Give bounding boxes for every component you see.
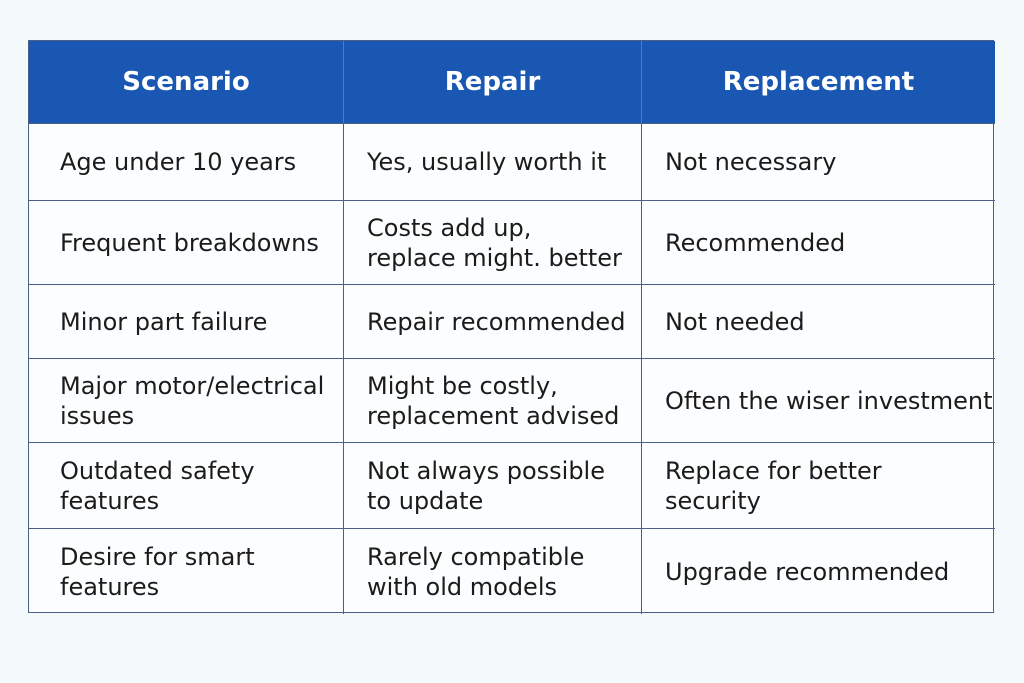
table-cell: Repair recommended (344, 284, 642, 358)
cell-text: Not always possible (367, 456, 605, 485)
cell-text: Not needed (665, 307, 805, 336)
table-cell: Upgrade recommended (642, 528, 995, 614)
cell-text: replacement advised (367, 401, 620, 430)
cell-text: Frequent breakdowns (60, 228, 319, 257)
header-cell: Scenario (29, 41, 344, 123)
table-cell: Major motor/electrical issues (29, 358, 344, 442)
table-cell: Often the wiser investment (642, 358, 995, 442)
table-cell: Age under 10 years (29, 123, 344, 200)
table-cell: Costs add up, replace might. better (344, 200, 642, 284)
table-cell: Yes, usually worth it (344, 123, 642, 200)
cell-text: Rarely compatible (367, 542, 585, 571)
cell-text: Recommended (665, 228, 846, 257)
cell-text: replace might. better (367, 243, 622, 272)
cell-text: Major motor/electrical (60, 371, 325, 400)
table-cell: Replace for better security (642, 442, 995, 528)
cell-text: Minor part failure (60, 307, 268, 336)
cell-text: features (60, 572, 160, 601)
table-cell: Desire for smart features (29, 528, 344, 614)
cell-text: Yes, usually worth it (367, 148, 607, 176)
cell-text: with old models (367, 572, 557, 601)
cell-text: Costs add up, (367, 213, 532, 242)
cell-text: issues (60, 401, 135, 430)
table-cell: Frequent breakdowns (29, 200, 344, 284)
cell-text: features (60, 486, 160, 515)
cell-text: Replace for better (665, 456, 882, 485)
table-cell: Recommended (642, 200, 995, 284)
table-cell: Not always possible to update (344, 442, 642, 528)
cell-text: Often the wiser investment (665, 386, 993, 415)
table-cell: Rarely compatible with old models (344, 528, 642, 614)
header-text: Repair (444, 67, 541, 97)
header-text: Scenario (122, 67, 250, 97)
cell-text: Repair recommended (367, 307, 626, 336)
cell-text: Outdated safety (60, 456, 255, 485)
header-cell: Repair (344, 41, 642, 123)
cell-text: security (665, 486, 761, 515)
cell-text: Upgrade recommended (665, 557, 950, 586)
cell-text: Not necessary (665, 148, 837, 176)
table-cell: Not necessary (642, 123, 995, 200)
table-cell: Outdated safety features (29, 442, 344, 528)
cell-text: Might be costly, (367, 371, 558, 400)
table-cell: Might be costly, replacement advised (344, 358, 642, 442)
cell-text: Desire for smart (60, 542, 255, 571)
comparison-table: Scenario Repair Replacement Age under 10 ye… (28, 40, 995, 614)
table-cell: Not needed (642, 284, 995, 358)
header-text: Replacement (722, 67, 915, 97)
cell-text: Age under 10 years (60, 148, 297, 176)
table-cell: Minor part failure (29, 284, 344, 358)
header-cell: Replacement (642, 41, 995, 123)
cell-text: to update (367, 486, 484, 515)
